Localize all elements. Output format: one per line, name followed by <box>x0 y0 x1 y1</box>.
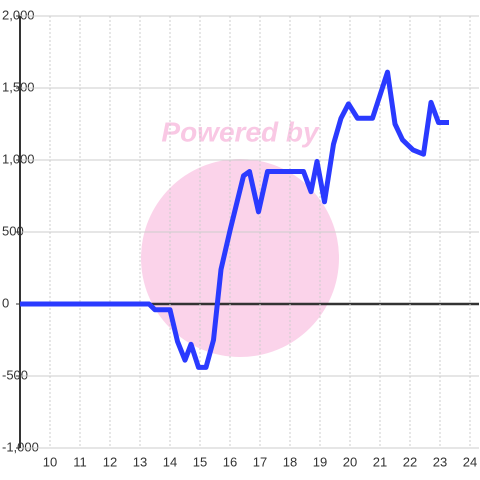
y-tick-label: -500 <box>2 367 28 382</box>
x-tick-label: 19 <box>313 454 327 469</box>
x-tick-label: 24 <box>463 454 477 469</box>
watermark: Powered by <box>161 116 320 147</box>
y-tick-label: 1,000 <box>2 151 35 166</box>
line <box>20 69 449 370</box>
x-tick-label: 11 <box>73 454 87 469</box>
y-tick-label: 500 <box>2 223 24 238</box>
y-tick-label: 0 <box>2 295 9 310</box>
x-tick-label: 10 <box>43 454 57 469</box>
x-tick-label: 14 <box>163 454 177 469</box>
x-tick-label: 18 <box>283 454 297 469</box>
x-tick-label: 22 <box>403 454 417 469</box>
x-tick-label: 20 <box>343 454 357 469</box>
x-tick-label: 15 <box>193 454 207 469</box>
x-tick-label: 23 <box>433 454 447 469</box>
y-tick-label: 1,500 <box>2 79 35 94</box>
x-tick-label: 16 <box>223 454 237 469</box>
x-tick-label: 21 <box>373 454 387 469</box>
x-tick-label: 13 <box>133 454 147 469</box>
x-tick-label: 12 <box>103 454 117 469</box>
y-tick-label: 2,000 <box>2 7 35 22</box>
x-tick-label: 17 <box>253 454 267 469</box>
